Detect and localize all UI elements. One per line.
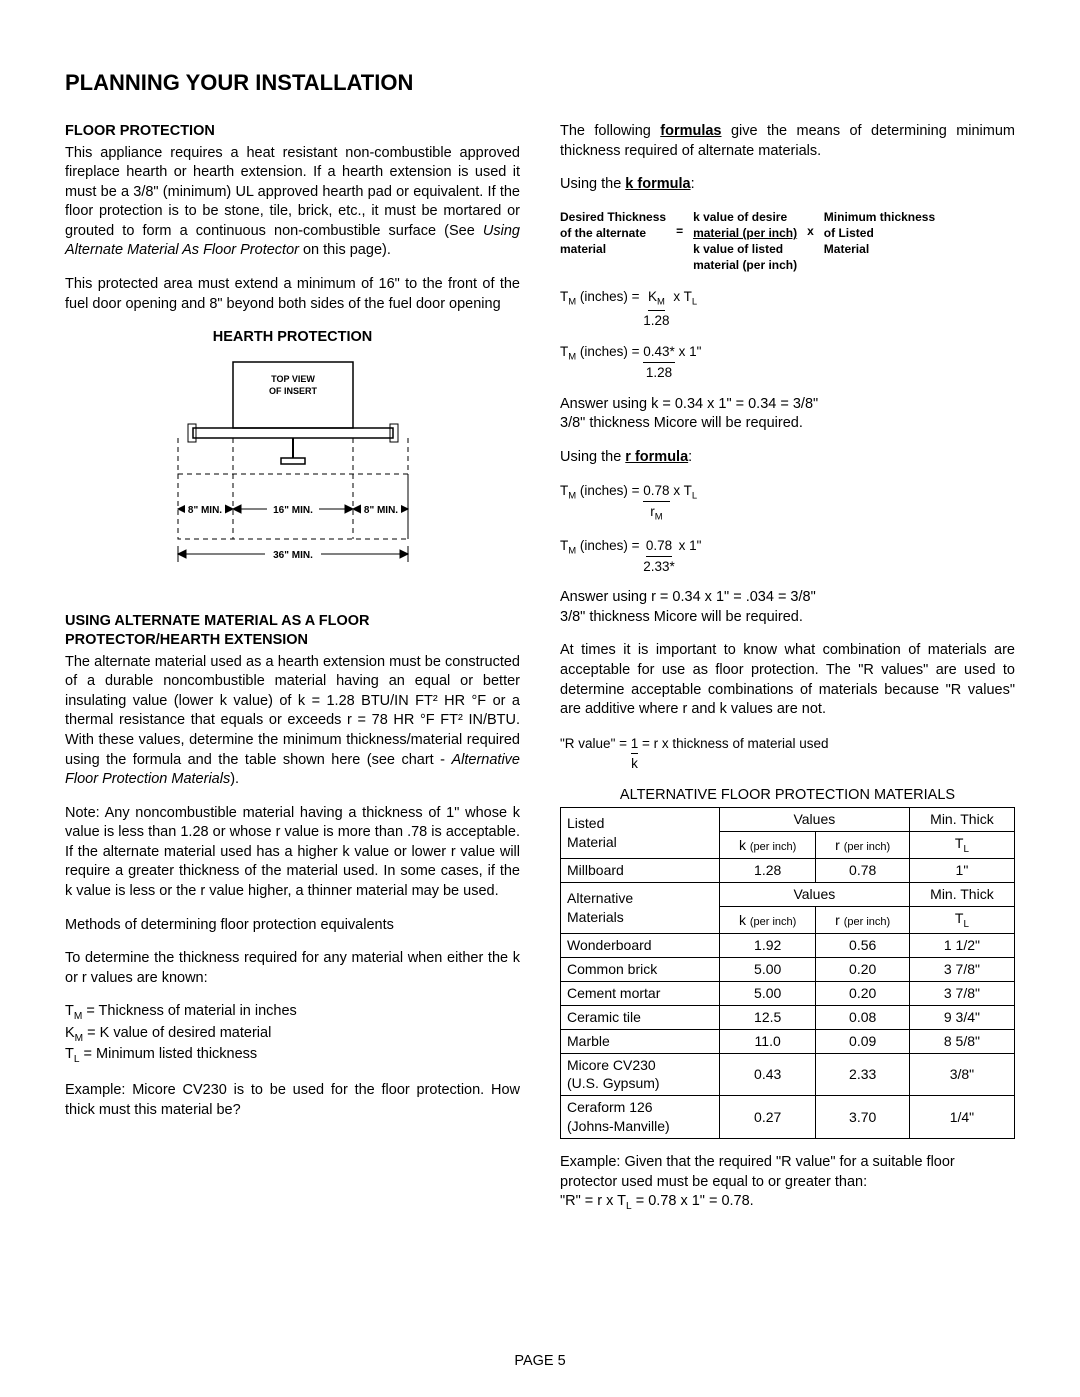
- using-k: Using the k formula:: [560, 175, 1015, 195]
- table-row: Common brick5.000.203 7/8": [561, 957, 1015, 981]
- ans-r-2: 3/8" thickness Micore will be required.: [560, 608, 1015, 628]
- floor-protection-body: This appliance requires a heat resistant…: [65, 144, 520, 261]
- floor-protection-head: FLOOR PROTECTION: [65, 122, 520, 142]
- legend-col1: Desired Thickness of the alternate mater…: [560, 209, 666, 258]
- tl-def: TL = Minimum listed thickness: [65, 1045, 520, 1067]
- combo-paragraph: At times it is important to know what co…: [560, 641, 1015, 719]
- km-def: KM = K value of desired material: [65, 1024, 520, 1046]
- k-eq-1: TM (inches) = KM 1.28 x TL: [560, 287, 1015, 330]
- example-r: Example: Given that the required "R valu…: [560, 1153, 1015, 1192]
- diagram-right-dim: 8" MIN.: [363, 505, 397, 516]
- table-row: Marble11.00.098 5/8": [561, 1029, 1015, 1053]
- page-number: PAGE 5: [0, 1353, 1080, 1369]
- alt-body-a: The alternate material used as a hearth …: [65, 654, 520, 768]
- table-row: Cement mortar5.000.203 7/8": [561, 981, 1015, 1005]
- determine-line: To determine the thickness required for …: [65, 949, 520, 988]
- methods-line: Methods of determining floor protection …: [65, 916, 520, 936]
- right-column: The following formulas give the means of…: [560, 122, 1015, 1214]
- table-row: Millboard1.280.781": [561, 859, 1015, 883]
- k-formula-legend: Desired Thickness of the alternate mater…: [560, 209, 1015, 274]
- alt-body-tail: ).: [230, 771, 239, 787]
- legend-col3: Minimum thickness of Listed Material: [824, 209, 935, 258]
- alt-material-body: The alternate material used as a hearth …: [65, 653, 520, 790]
- hearth-head: HEARTH PROTECTION: [65, 328, 520, 348]
- table-row: Ceraform 126(Johns-Manville)0.273.701/4": [561, 1096, 1015, 1139]
- diagram-center-dim: 16" MIN.: [273, 505, 313, 516]
- legend-eq: =: [676, 209, 683, 239]
- fp-body-a: This appliance requires a heat resistant…: [65, 145, 520, 239]
- diagram-top-label-2: OF INSERT: [268, 386, 317, 396]
- tm-def: TM = Thickness of material in inches: [65, 1002, 520, 1024]
- legend-col2: k value of desire material (per inch) k …: [693, 209, 797, 274]
- protected-area: This protected area must extend a minimu…: [65, 275, 520, 314]
- diagram-svg: TOP VIEW OF INSERT: [133, 354, 453, 594]
- two-column-layout: FLOOR PROTECTION This appliance requires…: [65, 122, 1015, 1214]
- ans-k-1: Answer using k = 0.34 x 1" = 0.34 = 3/8": [560, 395, 1015, 415]
- rvalue-eq: "R value" = 1 k = r x thickness of mater…: [560, 734, 1015, 774]
- r-eq-1: TM (inches) = 0.78 rM x TL: [560, 481, 1015, 524]
- note-paragraph: Note: Any noncombustible material having…: [65, 804, 520, 902]
- left-column: FLOOR PROTECTION This appliance requires…: [65, 122, 520, 1214]
- ans-k-2: 3/8" thickness Micore will be required.: [560, 414, 1015, 434]
- example-r-eq: "R" = r x TL = 0.78 x 1" = 0.78.: [560, 1192, 1015, 1214]
- ans-r-1: Answer using r = 0.34 x 1" = .034 = 3/8": [560, 588, 1015, 608]
- fp-body-tail: on this page).: [299, 242, 391, 258]
- diagram-bottom-dim: 36" MIN.: [273, 550, 313, 561]
- legend-x: x: [807, 209, 814, 239]
- hearth-diagram: TOP VIEW OF INSERT: [65, 354, 520, 594]
- diagram-top-label-1: TOP VIEW: [271, 374, 315, 384]
- page-title: PLANNING YOUR INSTALLATION: [65, 70, 1015, 96]
- k-eq-2: TM (inches) = 0.43* 1.28 x 1": [560, 342, 1015, 382]
- table-row: Micore CV230(U.S. Gypsum)0.432.333/8": [561, 1053, 1015, 1096]
- r-eq-2: TM (inches) = 0.78 2.33* x 1": [560, 536, 1015, 576]
- table-row: Ceramic tile12.50.089 3/4": [561, 1005, 1015, 1029]
- materials-table: ListedMaterial Values Min. Thick k (per …: [560, 807, 1015, 1139]
- diagram-left-dim: 8" MIN.: [187, 505, 221, 516]
- alt-material-head: USING ALTERNATE MATERIAL AS A FLOOR PROT…: [65, 612, 520, 651]
- formulas-intro: The following formulas give the means of…: [560, 122, 1015, 161]
- example-line: Example: Micore CV230 is to be used for …: [65, 1081, 520, 1120]
- using-r: Using the r formula:: [560, 448, 1015, 468]
- table-title: ALTERNATIVE FLOOR PROTECTION MATERIALS: [560, 786, 1015, 806]
- table-row: Wonderboard1.920.561 1/2": [561, 934, 1015, 958]
